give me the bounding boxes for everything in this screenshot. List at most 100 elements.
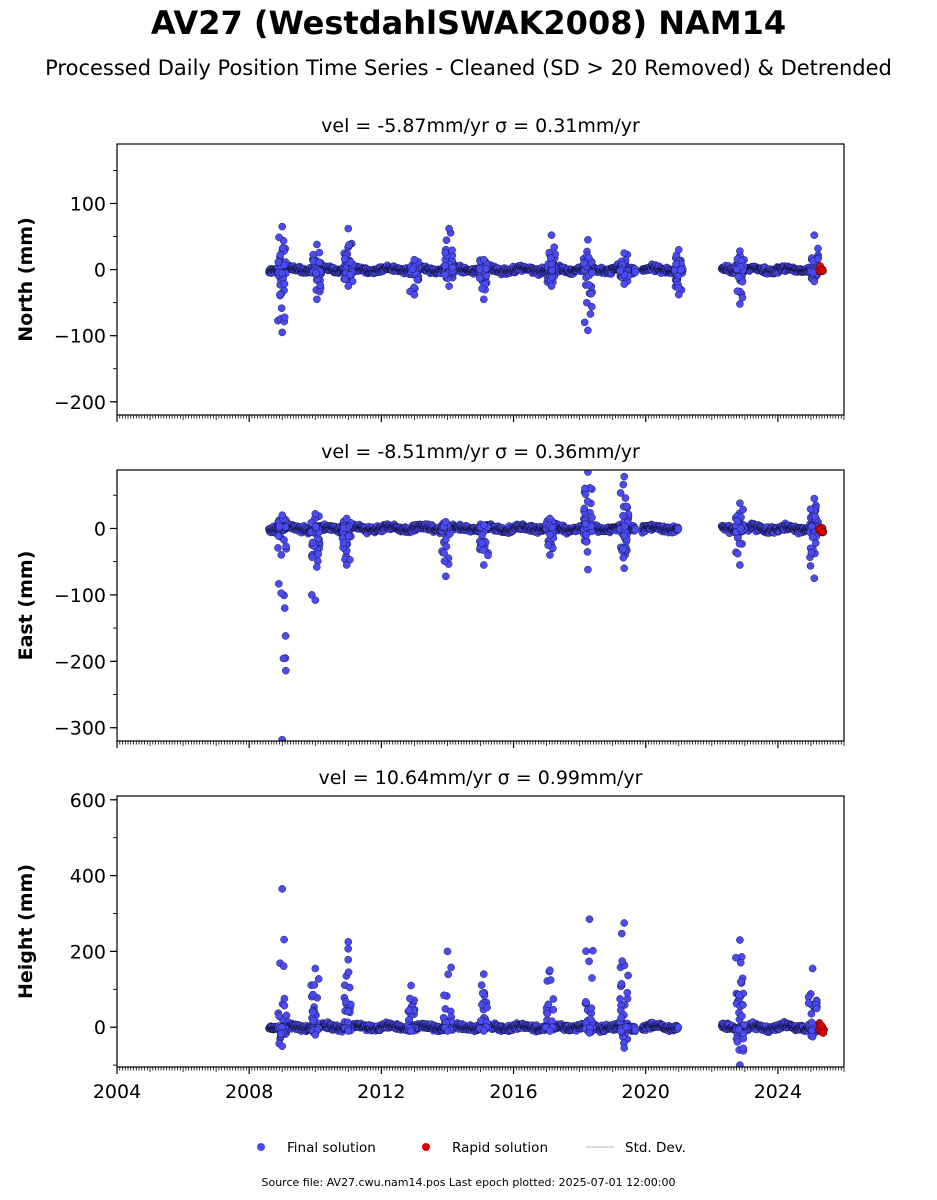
final-point [814,244,822,253]
rapid-point [818,528,827,536]
panel-1: vel = -5.87mm/yr σ = 0.31mm/yr North (mm)… [15,115,845,422]
final-point [547,254,555,262]
final-point [584,253,593,262]
y-axis-label: North (mm) [15,217,37,342]
final-point [619,480,628,489]
final-point [478,539,486,547]
final-point [312,522,320,531]
final-point [807,522,816,531]
final-point [480,255,488,264]
final-point [279,244,287,252]
y-tick-label: −200 [54,392,106,414]
final-point [344,224,353,233]
panel-title: vel = -8.51mm/yr σ = 0.36mm/yr [321,441,640,463]
final-point [280,313,289,322]
y-tick-label: 0 [94,518,106,540]
final-point [619,511,627,520]
final-point [810,231,819,239]
final-point [806,562,815,570]
final-point [619,545,627,553]
final-point [278,269,286,277]
final-point [274,544,282,552]
figure-subtitle: Processed Daily Position Time Series - C… [45,56,892,80]
final-point [581,520,590,528]
final-point [342,561,351,569]
final-point [733,287,742,295]
final-point [620,564,628,573]
final-point [312,269,321,277]
data-points [265,470,827,741]
final-point [410,255,419,264]
final-point [313,563,321,571]
final-point [546,551,554,559]
final-point [620,522,629,531]
final-point [620,532,628,540]
final-point [616,489,625,497]
final-point [584,236,592,244]
final-point [674,284,683,292]
final-point [448,246,456,254]
final-point [277,551,286,559]
final-point [811,512,819,521]
final-point [482,264,490,273]
y-axis-label: East (mm) [15,551,37,661]
final-point [282,666,290,675]
final-point [734,273,743,281]
final-point [674,525,683,533]
final-point [616,267,625,275]
final-point [313,295,321,304]
y-axis-label: Height (mm) [15,864,37,999]
final-point [580,504,589,513]
final-point [675,290,683,299]
final-point [448,263,457,272]
final-point [810,574,819,583]
final-point [315,248,324,257]
final-point [282,542,290,551]
final-point [733,549,742,558]
final-point [580,259,588,267]
final-point [476,274,484,282]
final-point [276,290,284,299]
final-point [587,290,595,298]
final-point [480,521,488,529]
final-point [580,318,589,327]
final-point [442,535,450,544]
final-point [279,654,288,663]
final-point [677,266,685,274]
final-point [582,538,591,546]
final-point [315,258,323,266]
final-point [548,523,556,532]
final-point [620,472,628,481]
final-point [733,265,741,274]
final-point [440,557,449,565]
data-points [265,885,828,1067]
final-point [480,561,488,569]
final-point [348,277,357,286]
final-point [582,531,591,539]
final-point [274,258,283,266]
final-point [631,526,640,534]
final-point [550,243,558,251]
final-point [623,502,631,511]
data-points [265,222,827,337]
final-point [588,513,596,522]
y-tick-label: −300 [54,718,106,740]
final-point [806,505,815,513]
final-point [620,280,628,288]
y-tick-label: 100 [70,193,106,215]
final-point [736,300,744,308]
final-point [581,484,589,493]
panel-2: vel = -8.51mm/yr σ = 0.36mm/yr East (mm) −… [15,441,845,748]
final-point [546,514,554,523]
final-point [584,565,592,574]
final-point [275,522,284,531]
final-point [314,550,322,559]
plot-frame [116,469,845,742]
final-point [441,270,449,279]
rapid-point [817,266,826,275]
final-point [583,548,592,556]
final-point [733,517,742,525]
final-point [586,310,595,318]
final-point [441,248,450,257]
final-point [631,268,640,277]
